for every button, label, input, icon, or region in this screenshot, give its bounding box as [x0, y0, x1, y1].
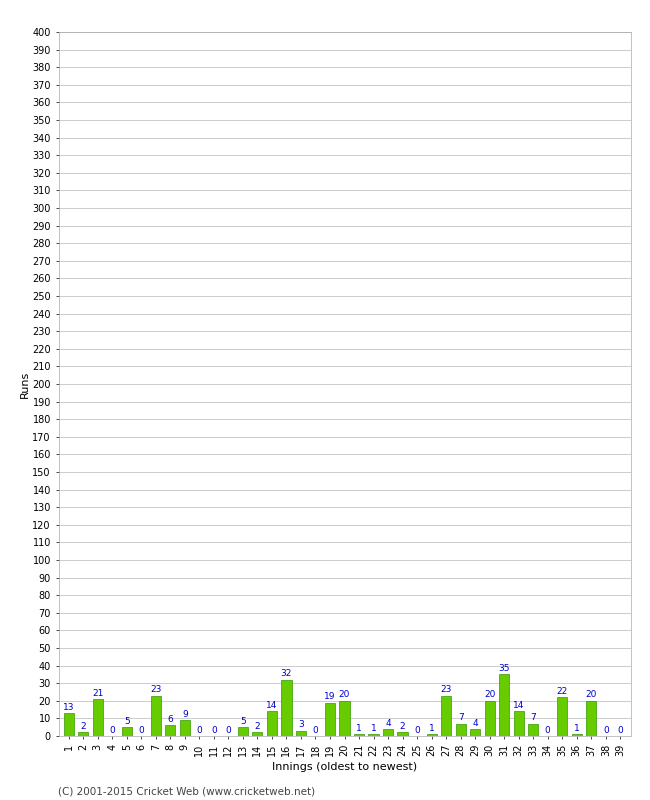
Bar	[281, 680, 291, 736]
Text: 6: 6	[168, 715, 173, 724]
Y-axis label: Runs: Runs	[20, 370, 29, 398]
Text: 0: 0	[313, 726, 318, 735]
Text: 32: 32	[281, 670, 292, 678]
Bar	[456, 724, 465, 736]
Text: 19: 19	[324, 692, 336, 701]
Text: 2: 2	[400, 722, 406, 731]
Text: 21: 21	[92, 689, 103, 698]
Bar	[165, 726, 176, 736]
Bar	[499, 674, 510, 736]
Text: 0: 0	[109, 726, 115, 735]
Text: 5: 5	[240, 717, 246, 726]
Text: 20: 20	[339, 690, 350, 699]
Text: 13: 13	[63, 702, 74, 712]
Bar	[586, 701, 597, 736]
Bar	[64, 713, 73, 736]
Text: 0: 0	[545, 726, 551, 735]
Bar	[441, 695, 451, 736]
Text: 4: 4	[473, 718, 478, 727]
Bar	[470, 729, 480, 736]
Text: (C) 2001-2015 Cricket Web (www.cricketweb.net): (C) 2001-2015 Cricket Web (www.cricketwe…	[58, 786, 316, 796]
Text: 35: 35	[499, 664, 510, 673]
Text: 14: 14	[513, 701, 525, 710]
Text: 9: 9	[182, 710, 188, 718]
Bar	[179, 720, 190, 736]
Text: 2: 2	[255, 722, 260, 731]
Text: 0: 0	[414, 726, 420, 735]
Text: 0: 0	[226, 726, 231, 735]
Text: 0: 0	[196, 726, 202, 735]
Text: 4: 4	[385, 718, 391, 727]
X-axis label: Innings (oldest to newest): Innings (oldest to newest)	[272, 762, 417, 772]
Bar	[92, 699, 103, 736]
Bar	[78, 733, 88, 736]
Bar	[339, 701, 350, 736]
Bar	[572, 734, 582, 736]
Bar	[267, 711, 277, 736]
Bar	[557, 698, 567, 736]
Bar	[426, 734, 437, 736]
Text: 0: 0	[211, 726, 216, 735]
Text: 20: 20	[484, 690, 495, 699]
Text: 0: 0	[603, 726, 608, 735]
Text: 2: 2	[81, 722, 86, 731]
Bar	[383, 729, 393, 736]
Bar	[398, 733, 408, 736]
Bar	[238, 727, 248, 736]
Text: 1: 1	[356, 724, 362, 733]
Text: 7: 7	[530, 714, 536, 722]
Text: 23: 23	[441, 685, 452, 694]
Bar	[151, 695, 161, 736]
Text: 14: 14	[266, 701, 278, 710]
Text: 3: 3	[298, 720, 304, 730]
Bar	[528, 724, 538, 736]
Text: 1: 1	[574, 724, 580, 733]
Bar	[296, 730, 306, 736]
Bar	[485, 701, 495, 736]
Bar	[252, 733, 263, 736]
Text: 5: 5	[124, 717, 129, 726]
Text: 7: 7	[458, 714, 463, 722]
Bar	[514, 711, 524, 736]
Text: 1: 1	[429, 724, 434, 733]
Bar	[122, 727, 132, 736]
Text: 1: 1	[370, 724, 376, 733]
Bar	[325, 702, 335, 736]
Text: 20: 20	[586, 690, 597, 699]
Text: 0: 0	[618, 726, 623, 735]
Text: 0: 0	[138, 726, 144, 735]
Bar	[354, 734, 364, 736]
Text: 23: 23	[150, 685, 161, 694]
Bar	[369, 734, 378, 736]
Text: 22: 22	[556, 687, 568, 696]
